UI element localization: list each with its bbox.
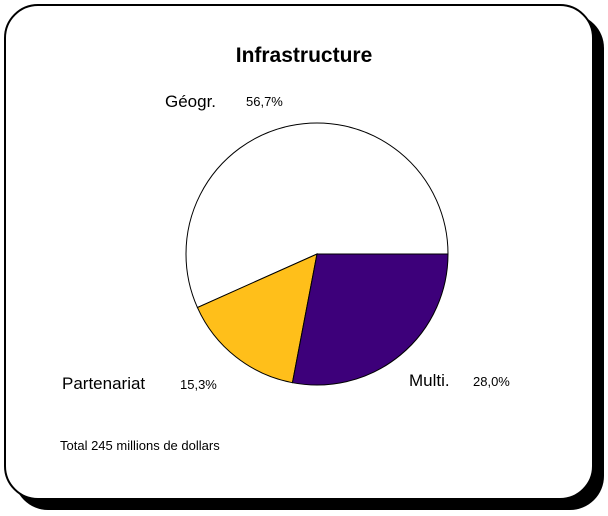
slice-value-multi: 28,0% (473, 374, 510, 389)
total-note: Total 245 millions de dollars (60, 438, 220, 453)
slice-value-partenariat: 15,3% (180, 377, 217, 392)
pie-slice-géogr (185, 122, 449, 309)
slice-label-geogr: Géogr. (165, 92, 217, 111)
chart-title: Infrastructure (235, 44, 373, 67)
slice-value-geogr: 56,7% (246, 94, 283, 109)
pie-slice-multi (291, 253, 449, 386)
slice-label-multi: Multi. (409, 371, 450, 390)
slice-label-partenariat: Partenariat (62, 374, 146, 393)
pie-slice-partenariat (196, 253, 318, 384)
